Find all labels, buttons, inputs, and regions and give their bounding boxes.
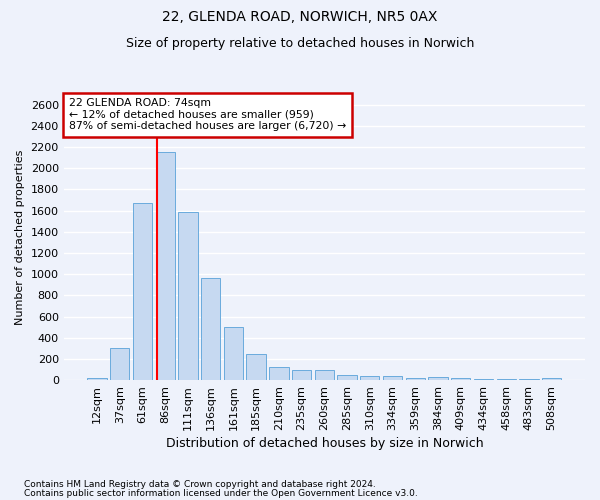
Bar <box>88 378 107 380</box>
X-axis label: Distribution of detached houses by size in Norwich: Distribution of detached houses by size … <box>166 437 483 450</box>
Bar <box>247 354 266 380</box>
Bar <box>519 379 539 380</box>
Bar <box>178 212 197 380</box>
Y-axis label: Number of detached properties: Number of detached properties <box>15 150 25 325</box>
Text: Contains HM Land Registry data © Crown copyright and database right 2024.: Contains HM Land Registry data © Crown c… <box>24 480 376 489</box>
Bar <box>133 202 152 380</box>
Bar <box>406 378 425 380</box>
Text: 22 GLENDA ROAD: 74sqm
← 12% of detached houses are smaller (959)
87% of semi-det: 22 GLENDA ROAD: 74sqm ← 12% of detached … <box>69 98 346 132</box>
Bar <box>497 379 516 380</box>
Text: Contains public sector information licensed under the Open Government Licence v3: Contains public sector information licen… <box>24 489 418 498</box>
Bar <box>292 370 311 380</box>
Bar <box>337 375 357 380</box>
Bar <box>269 368 289 380</box>
Bar <box>428 377 448 380</box>
Text: Size of property relative to detached houses in Norwich: Size of property relative to detached ho… <box>126 38 474 51</box>
Bar <box>155 152 175 380</box>
Bar <box>201 278 220 380</box>
Bar <box>224 327 243 380</box>
Text: 22, GLENDA ROAD, NORWICH, NR5 0AX: 22, GLENDA ROAD, NORWICH, NR5 0AX <box>163 10 437 24</box>
Bar <box>110 348 130 380</box>
Bar <box>383 376 402 380</box>
Bar <box>314 370 334 380</box>
Bar <box>474 379 493 380</box>
Bar <box>360 376 379 380</box>
Bar <box>542 378 562 380</box>
Bar <box>451 378 470 380</box>
